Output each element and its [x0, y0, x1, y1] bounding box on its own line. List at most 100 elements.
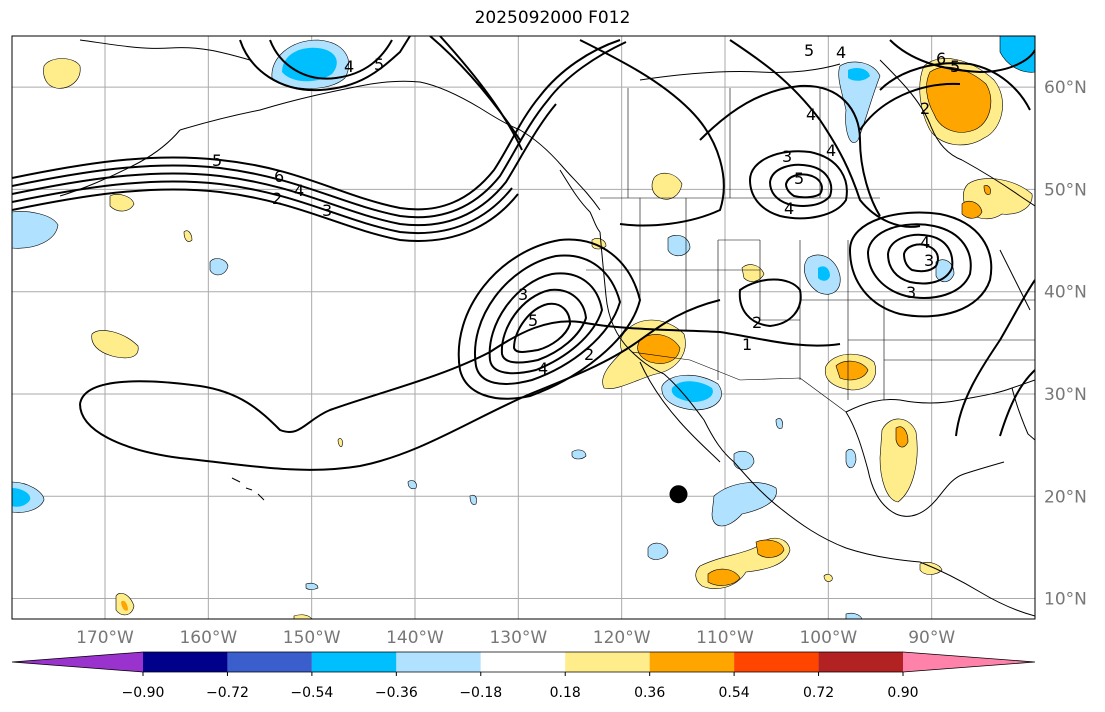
blue-region-tiny-4: [305, 582, 319, 590]
deep-blue-region-canada: [848, 68, 870, 81]
longitude-labels: 170°W 160°W 150°W 140°W 130°W 120°W 110°W 100°W…: [76, 628, 955, 648]
longitude-label: 140°W: [386, 628, 444, 648]
california-low-ring-2: [473, 254, 622, 385]
east-trough-e: [999, 369, 1035, 437]
yellow-region-tiny-b: [337, 438, 343, 447]
colorbar-tick-label: 0.72: [803, 685, 834, 701]
rockies-high-ring-2: [768, 163, 833, 207]
california-low-ring-1: [457, 238, 642, 400]
colorbar-tick-label: −0.72: [206, 685, 249, 701]
jet-streak-contours-4: [12, 180, 513, 234]
contour-label: 6: [936, 49, 946, 68]
latitude-label: 50°N: [1044, 180, 1087, 200]
contour-label: 4: [836, 43, 846, 62]
contour-label: 2: [752, 313, 762, 332]
contour-label: 4: [826, 141, 836, 160]
latitude-label: 10°N: [1044, 590, 1087, 610]
orange-region-quebec-a: [961, 200, 983, 219]
colorbar-tick-label: 0.90: [887, 685, 918, 701]
colorbar-tick-label: −0.54: [290, 685, 333, 701]
rockies-contour-outer: [699, 84, 881, 217]
map-background: [12, 36, 1035, 619]
rockies-high-ring-1: [748, 150, 848, 220]
blue-region-tiny-3: [469, 494, 477, 505]
orange-region-mex-pac-b: [755, 539, 785, 558]
longitude-label: 150°W: [283, 628, 341, 648]
canada-north: [639, 63, 841, 81]
colorbar-segment: [311, 652, 397, 672]
colorbar-segment: [143, 652, 228, 672]
jet-streak-contours-3: [12, 103, 557, 227]
contour-label: 4: [294, 181, 304, 200]
contour-lines: [12, 36, 1035, 471]
map-title: 2025092000 F012: [474, 8, 631, 28]
blue-region-gulf: [845, 448, 857, 469]
mexico-gulf-coast: [845, 411, 1005, 517]
longitude-label: 100°W: [799, 628, 857, 648]
plains-loop: [738, 278, 802, 328]
blue-region-tiny-1: [571, 449, 587, 460]
california-low-ring-4: [500, 288, 588, 364]
contour-label: 4: [784, 199, 794, 218]
contour-label: 5: [804, 41, 814, 60]
orange-region-gulf: [895, 426, 909, 448]
yellow-region-westpac2: [109, 194, 135, 212]
contour-label: 5: [374, 55, 384, 74]
california-low-ring-3: [488, 272, 604, 375]
colorbar-tick-labels: −0.90 −0.72 −0.54 −0.36 −0.18 0.18 0.36 0.54 0.7…: [122, 672, 919, 701]
yellow-region-bc: [651, 172, 683, 200]
colorbar-tick-label: 0.36: [634, 685, 665, 701]
blue-region-tiny-2: [407, 480, 417, 490]
colorbar: [11, 651, 1036, 673]
longitude-label: 160°W: [179, 628, 237, 648]
jet-contour-loop: [579, 39, 725, 227]
colorbar-segment: [396, 652, 481, 672]
contour-label: 1: [742, 335, 752, 354]
yellow-region-tiny-c: [823, 574, 833, 582]
yellow-region-nevada: [741, 264, 765, 282]
blue-region-mex-coast: [733, 450, 755, 471]
longitude-label: 90°W: [908, 628, 955, 648]
contour-label: 3: [782, 147, 792, 166]
blue-region-canada: [838, 61, 881, 143]
blue-region-hawaii-n: [209, 258, 229, 276]
orange-region-south: [121, 600, 128, 611]
yellow-region-tiny-d: [919, 562, 943, 575]
blue-region-mex-south: [711, 482, 777, 527]
blue-region-tiny-5: [775, 418, 783, 429]
subtropical-ridge-lower: [79, 299, 721, 471]
contour-label: 3: [322, 201, 332, 220]
florida: [1011, 387, 1035, 441]
alaska-contour-a: [239, 36, 411, 92]
contour-label: 3: [906, 283, 916, 302]
contour-label: 4: [538, 359, 548, 378]
california-low-ring-5: [512, 302, 572, 353]
northeast-trough-b: [879, 62, 1031, 111]
deep-blue-region-plains: [818, 266, 830, 281]
blue-region-south-pac: [845, 612, 863, 619]
contour-label: 5: [212, 151, 222, 170]
deep-blue-region-alaska: [282, 47, 337, 82]
northeast-trough-c: [859, 82, 961, 131]
jet-streak-contours-5: [12, 188, 519, 242]
canada-provinces: [627, 88, 821, 198]
colorbar-tick-label: −0.18: [459, 685, 502, 701]
longitude-label: 130°W: [489, 628, 547, 648]
blue-region-pac-small: [647, 542, 669, 560]
east-coast: [961, 159, 1035, 311]
contour-label: 2: [920, 99, 930, 118]
colorbar-tick-label: 0.54: [719, 685, 750, 701]
contour-label: 3: [924, 251, 934, 270]
northeast-trough-a: [889, 39, 1035, 74]
contour-label: 6: [274, 167, 284, 186]
latitude-label: 30°N: [1044, 385, 1087, 405]
coastlines: [59, 39, 1035, 617]
colorbar-segment: [565, 652, 650, 672]
alaska-contour-b: [269, 39, 393, 80]
shading-negative: [12, 36, 1035, 619]
colorbar-extend-min: [12, 652, 143, 672]
subtropical-ridge: [79, 320, 841, 433]
latitude-label: 40°N: [1044, 283, 1087, 303]
map-frame: [11, 35, 1036, 620]
